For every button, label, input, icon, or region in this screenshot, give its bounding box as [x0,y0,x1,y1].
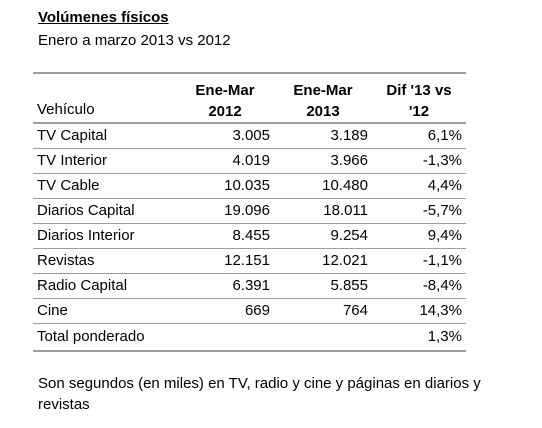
row-value-2012: 6.391 [176,273,274,299]
column-header-dif-line2: '12 [408,103,430,120]
row-value-2012: 669 [176,298,274,324]
table-row: Diarios Capital 19.096 18.011 -5,7% [33,198,466,224]
row-vehiculo: TV Cable [33,173,176,199]
total-value-dif: 1,3% [372,323,466,352]
table-body: TV Capital 3.005 3.189 6,1% TV Interior … [33,123,466,352]
row-value-2013: 12.021 [274,248,372,274]
table-row: Radio Capital 6.391 5.855 -8,4% [33,273,466,299]
table-row: TV Capital 3.005 3.189 6,1% [33,123,466,149]
total-label: Total ponderado [33,323,372,352]
column-header-2013: Ene-Mar 2013 [274,73,372,123]
total-row: Total ponderado 1,3% [33,323,466,352]
column-header-2012-line2: 2012 [208,103,242,120]
table-header: Vehículo Ene-Mar 2012 Ene-Mar 2013 Dif '… [33,73,466,123]
table-row: Revistas 12.151 12.021 -1,1% [33,248,466,274]
row-value-2013: 5.855 [274,273,372,299]
table-row: TV Interior 4.019 3.966 -1,3% [33,148,466,174]
row-vehiculo: Cine [33,298,176,324]
row-value-dif: 4,4% [372,173,466,199]
row-value-dif: -1,1% [372,248,466,274]
table-row: TV Cable 10.035 10.480 4,4% [33,173,466,199]
row-value-2013: 764 [274,298,372,324]
row-vehiculo: Radio Capital [33,273,176,299]
column-header-2013-line1: Ene-Mar [293,82,353,99]
table-row: Cine 669 764 14,3% [33,298,466,324]
row-vehiculo: Revistas [33,248,176,274]
row-value-2013: 3.966 [274,148,372,174]
row-value-2013: 3.189 [274,123,372,149]
row-value-2012: 19.096 [176,198,274,224]
row-value-2012: 8.455 [176,223,274,249]
column-header-2012: Ene-Mar 2012 [176,73,274,123]
row-vehiculo: Diarios Interior [33,223,176,249]
footnote: Son segundos (en miles) en TV, radio y c… [38,375,481,413]
header-row: Vehículo Ene-Mar 2012 Ene-Mar 2013 Dif '… [33,73,466,123]
row-vehiculo: Diarios Capital [33,198,176,224]
row-value-2012: 4.019 [176,148,274,174]
row-value-2013: 18.011 [274,198,372,224]
table-row: Diarios Interior 8.455 9.254 9,4% [33,223,466,249]
column-header-dif-line1: Dif '13 vs [386,82,452,99]
column-header-vehiculo: Vehículo [37,101,95,118]
row-value-2013: 9.254 [274,223,372,249]
column-header-dif: Dif '13 vs '12 [372,73,466,123]
volumes-table: Vehículo Ene-Mar 2012 Ene-Mar 2013 Dif '… [33,72,466,352]
row-value-dif: -8,4% [372,273,466,299]
row-value-2012: 3.005 [176,123,274,149]
row-value-dif: -1,3% [372,148,466,174]
row-value-dif: 14,3% [372,298,466,324]
page-subtitle: Enero a marzo 2013 vs 2012 [38,32,231,49]
row-value-2012: 10.035 [176,173,274,199]
row-value-dif: 9,4% [372,223,466,249]
row-value-dif: 6,1% [372,123,466,149]
row-vehiculo: TV Capital [33,123,176,149]
row-value-2012: 12.151 [176,248,274,274]
column-header-2013-line2: 2013 [306,103,340,120]
page-title: Volúmenes físicos [38,9,169,26]
column-header-2012-line1: Ene-Mar [195,82,255,99]
row-value-2013: 10.480 [274,173,372,199]
row-vehiculo: TV Interior [33,148,176,174]
row-value-dif: -5,7% [372,198,466,224]
